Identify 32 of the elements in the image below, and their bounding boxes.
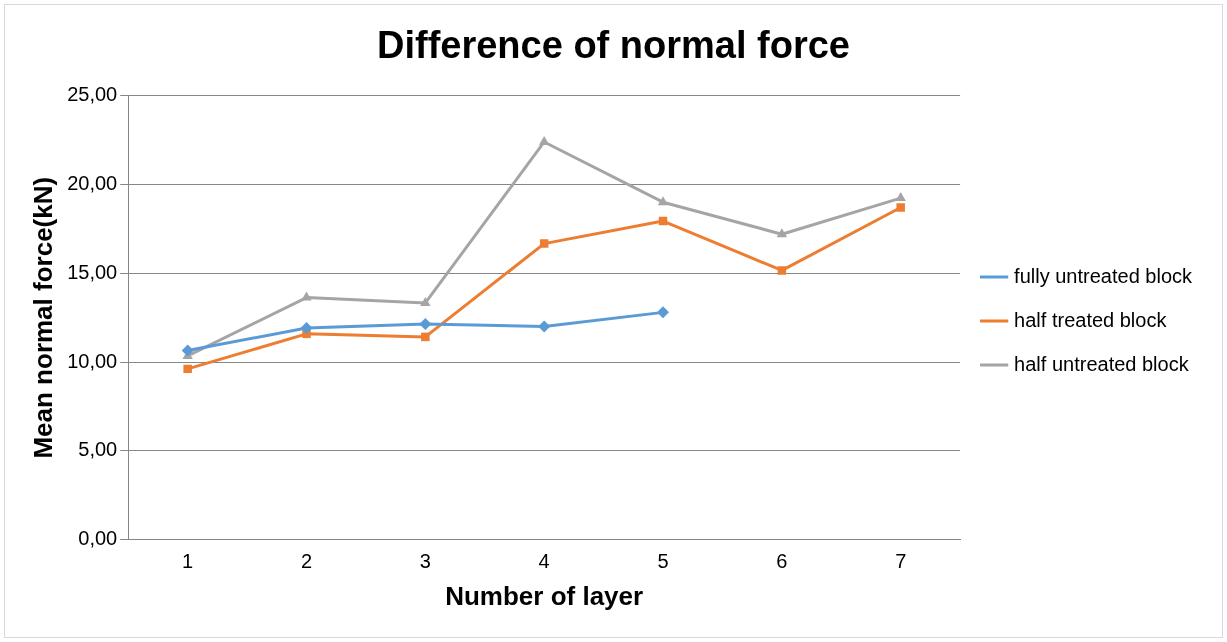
y-tick-label: 20,00 xyxy=(67,171,118,194)
legend-label: fully untreated block xyxy=(1014,264,1193,287)
x-tick-label: 2 xyxy=(300,550,313,573)
point xyxy=(657,196,669,206)
x-tick-label: 3 xyxy=(419,550,431,573)
y-axis-title: Mean normal force(kN) xyxy=(27,176,58,459)
point xyxy=(776,228,788,238)
y-tick-label: 5,00 xyxy=(78,438,118,461)
point xyxy=(657,306,670,319)
point xyxy=(420,296,431,306)
y-tick-label: 10,00 xyxy=(67,349,118,372)
point xyxy=(539,239,549,248)
y-tick-label: 0,00 xyxy=(78,527,118,550)
point xyxy=(538,320,551,333)
x-axis-title: Number of layer xyxy=(445,580,644,611)
x-tick-label: 6 xyxy=(776,550,788,573)
x-tick-label: 4 xyxy=(538,550,550,573)
point xyxy=(895,192,906,202)
x-tick-label: 5 xyxy=(657,550,669,573)
point xyxy=(300,322,313,335)
y-tick-label: 25,00 xyxy=(67,83,118,106)
point xyxy=(421,332,430,342)
point xyxy=(777,266,787,275)
x-tick-label: 1 xyxy=(182,550,194,573)
point xyxy=(181,344,194,357)
legend-label: half treated block xyxy=(1014,308,1168,331)
point xyxy=(896,203,905,212)
x-tick-label: 7 xyxy=(895,550,907,573)
y-tick-label: 15,00 xyxy=(67,260,118,283)
chart-title: Difference of normal force xyxy=(377,24,850,67)
legend-label: half untreated block xyxy=(1014,352,1190,375)
point xyxy=(183,364,192,374)
